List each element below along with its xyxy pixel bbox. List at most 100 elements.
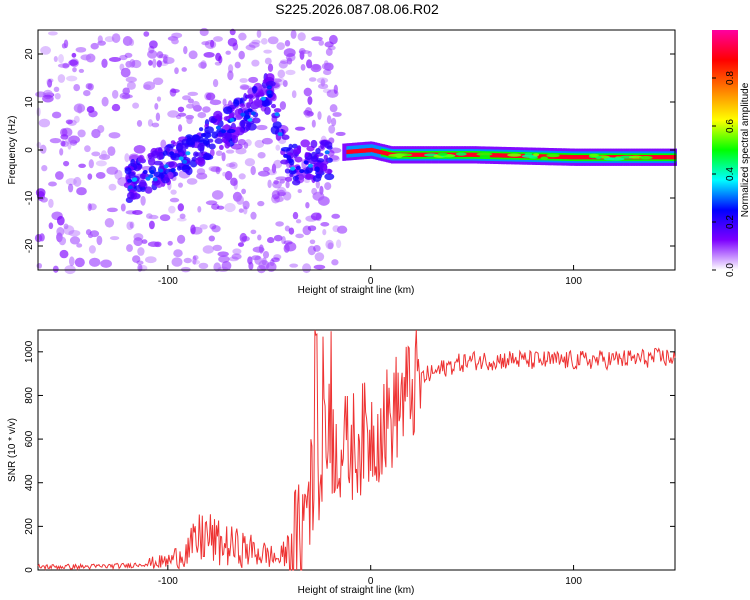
- spectrogram-cell: [223, 106, 233, 115]
- spectrogram-cell: [277, 132, 283, 137]
- spectrogram-cell: [257, 170, 270, 177]
- snr-x-label: Height of straight line (km): [298, 585, 415, 596]
- spectrogram-cell: [320, 222, 330, 227]
- spectrogram-cell: [225, 162, 236, 168]
- spectrogram-cell: [67, 140, 72, 150]
- spectrogram-cell: [294, 156, 303, 163]
- spectrogram-cell: [38, 118, 51, 128]
- spectrogram-cell: [284, 225, 291, 232]
- spectrogram-cell: [372, 148, 375, 153]
- colorbar-tick-label: 0.6: [725, 119, 736, 133]
- spectrogram-cell: [267, 93, 273, 98]
- spectrogram-cell: [177, 112, 187, 117]
- spectrogram-cell: [215, 166, 221, 175]
- spectrogram-cell: [111, 103, 121, 112]
- chart-title: S225.2026.087.08.06.R02: [275, 1, 439, 17]
- spectrogram-cell: [357, 148, 360, 154]
- spectrogram-cell: [254, 139, 265, 148]
- spectrogram-cell: [203, 52, 215, 58]
- spectrogram-cell: [67, 183, 74, 193]
- spectrogram-cell: [156, 96, 162, 102]
- spectrogram-cell: [281, 235, 286, 245]
- spectrogram-cell: [542, 154, 545, 159]
- spectrogram-cell: [237, 138, 246, 146]
- spectrogram-cell: [47, 31, 58, 36]
- spectrogram-cell: [266, 85, 272, 90]
- spectrogram-cell: [198, 127, 204, 132]
- spectrogram-cell: [328, 124, 336, 134]
- spectrogram-cell: [71, 52, 77, 58]
- snr-y-tick-label: 600: [24, 430, 35, 447]
- spectrogram-cell: [178, 182, 183, 188]
- spectrogram-cell: [237, 242, 245, 247]
- spectrogram-cell: [251, 255, 261, 261]
- spectrogram-cell: [336, 225, 348, 234]
- spectrogram-cell: [73, 115, 80, 124]
- spectrogram-cell: [364, 148, 367, 153]
- spectrogram-cell: [197, 111, 207, 119]
- spectrogram-cell: [229, 161, 238, 170]
- spectrogram-cell: [224, 141, 231, 149]
- spectrogram-cell: [63, 225, 75, 236]
- spectrogram-cell: [131, 59, 142, 69]
- spectrogram-cell: [213, 262, 222, 272]
- spectrogram-cell: [185, 151, 191, 156]
- spectrogram-cell: [187, 98, 195, 104]
- spectrogram-cell: [80, 54, 92, 61]
- spectrogram-cell: [307, 225, 317, 232]
- spectrogram-cell: [144, 186, 153, 194]
- spectrogram-cell: [167, 171, 174, 178]
- spectrogram-cell: [88, 159, 94, 169]
- spectrogram-cell: [184, 168, 190, 174]
- spectrogram-cell: [310, 212, 322, 221]
- spectrogram-cell: [133, 145, 146, 154]
- spectrogram-cell: [323, 154, 328, 161]
- spectrogram-cell: [261, 137, 273, 145]
- spectrogram-cell: [303, 87, 312, 97]
- spectrogram-cell: [147, 241, 160, 247]
- spectrogram-cell: [255, 94, 260, 100]
- spectrogram-cell: [55, 171, 64, 180]
- spectrogram-cell: [607, 157, 625, 161]
- spectrogram-cell: [285, 69, 296, 76]
- spectrogram-cell: [186, 178, 198, 185]
- spectrogram-cell: [91, 151, 101, 157]
- spectrogram-cell: [170, 189, 177, 195]
- spectrogram-cell: [469, 152, 472, 157]
- spectrogram-cell: [305, 201, 310, 209]
- spectrogram-cell: [330, 117, 337, 127]
- spectrogram-cell: [176, 166, 182, 171]
- spectrogram-cell: [65, 119, 73, 125]
- spectrogram-cell: [48, 222, 54, 230]
- spectrogram-cell: [295, 219, 302, 224]
- spectrogram-cell: [85, 83, 93, 90]
- spectrogram-cell: [234, 114, 243, 121]
- spectrogram-cell: [77, 104, 83, 114]
- spectrogram-cell: [124, 167, 132, 175]
- spectrogram-cell: [211, 225, 221, 233]
- spectrogram-cell: [274, 112, 280, 117]
- spectrogram-cell: [297, 32, 306, 41]
- spectrogram-cell: [215, 125, 221, 130]
- spectrogram-cell: [78, 163, 86, 168]
- spectrogram-cell: [271, 163, 277, 174]
- spectrogram-y-tick-label: 20: [24, 48, 35, 60]
- spectrogram-cell: [213, 36, 223, 42]
- spectrogram-cell: [260, 96, 266, 101]
- spectrogram-cell: [218, 55, 223, 64]
- spectrogram-cell: [126, 221, 134, 230]
- spectrogram-cell: [568, 154, 571, 160]
- spectrogram-cell: [232, 135, 239, 144]
- spectrogram-cell: [251, 59, 260, 67]
- spectrogram-cell: [83, 89, 91, 97]
- spectrogram-cell: [143, 81, 156, 91]
- spectrogram-cell: [292, 211, 299, 220]
- spectrogram-cell: [98, 154, 111, 160]
- spectrogram-cell: [239, 84, 250, 91]
- spectrogram-cell: [68, 256, 75, 267]
- spectrogram-cell: [386, 151, 389, 156]
- spectrogram-cell: [57, 74, 66, 83]
- spectrogram-cell: [662, 155, 665, 160]
